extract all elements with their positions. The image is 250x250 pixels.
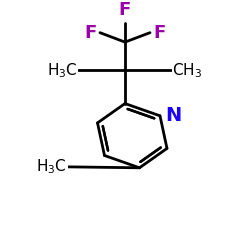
Text: N: N: [166, 106, 182, 125]
Text: $\mathregular{H_3C}$: $\mathregular{H_3C}$: [47, 61, 78, 80]
Text: F: F: [154, 24, 166, 42]
Text: F: F: [119, 1, 131, 19]
Text: $\mathregular{H_3C}$: $\mathregular{H_3C}$: [36, 158, 67, 176]
Text: F: F: [84, 24, 96, 42]
Text: $\mathregular{CH_3}$: $\mathregular{CH_3}$: [172, 61, 203, 80]
